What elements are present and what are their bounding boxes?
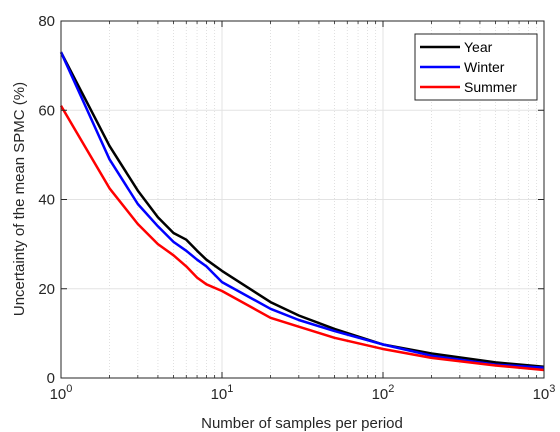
series-line-winter	[59, 51, 545, 369]
series-line-summer	[59, 105, 545, 372]
axis-ticks	[60, 20, 545, 379]
y-tick-labels: 0 20 40 60 80	[38, 13, 55, 387]
legend-label-winter: Winter	[464, 59, 505, 75]
x-tick-label: 103	[533, 383, 556, 403]
legend: Year Winter Summer	[414, 33, 538, 101]
x-tick-label: 100	[50, 383, 73, 403]
y-tick-label: 80	[38, 13, 55, 30]
y-axis-label: Uncertainty of the mean SPMC (%)	[11, 82, 28, 316]
x-tick-label: 102	[372, 383, 395, 403]
legend-label-year: Year	[464, 39, 493, 55]
y-tick-label: 0	[47, 370, 55, 387]
x-axis-label: Number of samples per period	[201, 415, 403, 432]
y-tick-label: 20	[38, 281, 55, 298]
x-tick-labels: 100 101 102 103	[50, 383, 556, 403]
legend-label-summer: Summer	[464, 79, 517, 95]
y-tick-label: 60	[38, 102, 55, 119]
y-tick-label: 40	[38, 192, 55, 209]
x-tick-label: 101	[211, 383, 234, 403]
series-lines	[59, 51, 545, 372]
